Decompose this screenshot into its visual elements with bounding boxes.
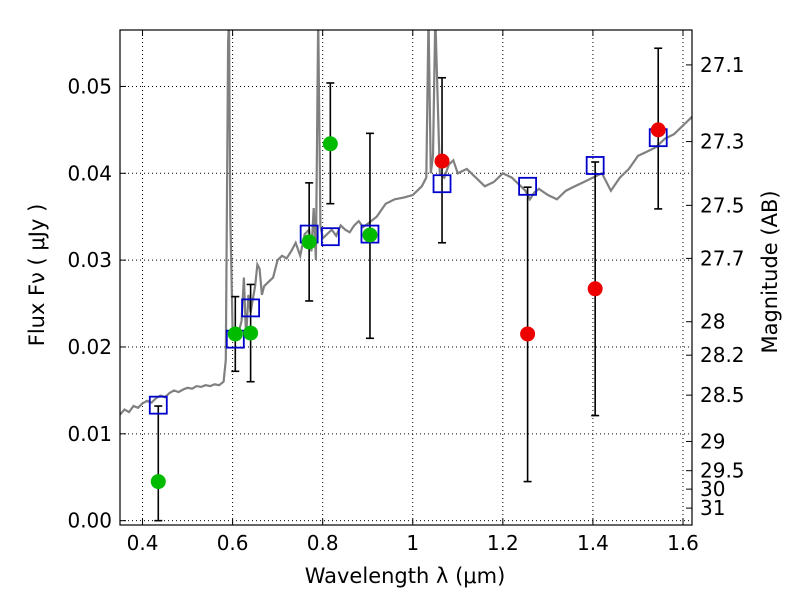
- model-box: [360, 224, 380, 244]
- x-tick-label: 0.6: [217, 531, 249, 555]
- red-point: [587, 281, 603, 297]
- model-box: [148, 395, 168, 415]
- right-tick-label: 27.3: [700, 130, 745, 154]
- right-tick-label: 30: [700, 477, 725, 501]
- right-tick-label: 29: [700, 429, 725, 453]
- y-tick-label: 0.05: [67, 74, 112, 98]
- x-tick-label: 1.6: [667, 531, 699, 555]
- red-point: [520, 326, 536, 342]
- right-tick-label: 31: [700, 496, 725, 520]
- model-box: [518, 176, 538, 196]
- right-tick-label: 28.5: [700, 383, 745, 407]
- green-point: [301, 234, 317, 250]
- x-tick-label: 1.4: [577, 531, 609, 555]
- y-tick-label: 0.01: [67, 422, 112, 446]
- plot-area: [120, 30, 692, 522]
- right-tick-label: 29.5: [700, 459, 745, 483]
- grid-lines: [120, 30, 692, 525]
- red-point: [434, 153, 450, 169]
- red-point: [650, 122, 666, 138]
- green-point: [243, 325, 259, 341]
- green-point: [362, 227, 378, 243]
- green-point: [227, 326, 243, 342]
- right-axis-label: Magnitude (AB): [758, 190, 782, 353]
- y-tick-label: 0.04: [67, 161, 112, 185]
- green-point: [322, 136, 338, 152]
- right-tick-label: 27.5: [700, 193, 745, 217]
- green-point: [150, 474, 166, 490]
- x-tick-label: 0.4: [127, 531, 159, 555]
- right-tick-label: 28: [700, 310, 725, 334]
- model-box: [585, 156, 605, 175]
- model-box: [320, 227, 340, 247]
- right-tick-label: 28.2: [700, 343, 745, 367]
- x-tick-label: 0.8: [307, 531, 339, 555]
- y-tick-label: 0.00: [67, 509, 112, 533]
- right-tick-label: 27.7: [700, 246, 745, 270]
- axes: 0.4 0.6 0.8 1 1.2 1.4 1.6 0.00 0.01 0.02 0.03 0.04 0…: [67, 30, 745, 555]
- model-box: [241, 298, 261, 318]
- right-tick-label: 27.1: [700, 53, 745, 77]
- x-axis-label: Wavelength λ (μm): [305, 564, 506, 588]
- plot-frame: [119, 29, 693, 526]
- y-tick-label: 0.02: [67, 335, 112, 359]
- y-axis-label: Flux Fν ( μJy ): [25, 204, 49, 347]
- x-tick-label: 1: [406, 531, 419, 555]
- model-box: [432, 174, 452, 194]
- y-tick-label: 0.03: [67, 248, 112, 272]
- x-tick-label: 1.2: [487, 531, 519, 555]
